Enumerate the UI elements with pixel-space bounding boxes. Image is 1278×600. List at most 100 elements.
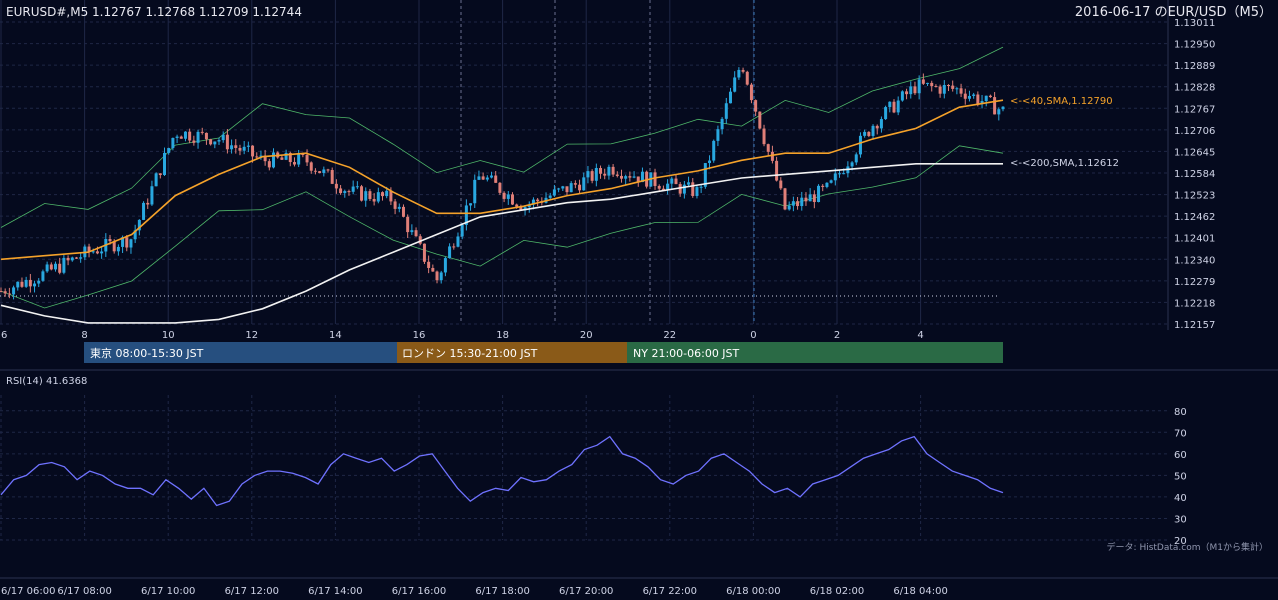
candle-body — [624, 176, 628, 179]
candle-body — [632, 176, 636, 178]
candle-body — [758, 111, 762, 129]
candle-body — [666, 183, 670, 191]
price-tick-label: 1.12157 — [1174, 320, 1215, 331]
candle-body — [292, 162, 296, 165]
candle-body — [334, 183, 338, 189]
candle-body — [636, 176, 640, 183]
candle-body — [515, 204, 519, 207]
candle-body — [506, 194, 510, 199]
candle-body — [322, 169, 326, 173]
candle-body — [481, 176, 485, 180]
candle-body — [674, 178, 678, 185]
candle-body — [431, 267, 435, 272]
time-tick-label: 6/18 02:00 — [810, 586, 864, 597]
candle-body — [800, 197, 804, 207]
candle-body — [469, 203, 473, 206]
candle-body — [582, 177, 586, 191]
candle-body — [158, 173, 162, 176]
candle-body — [930, 82, 934, 87]
sma-series-line — [0, 163, 1003, 324]
candle-body — [485, 177, 489, 180]
candle-body — [204, 132, 208, 140]
candle-body — [825, 182, 829, 187]
candle-body — [867, 131, 871, 136]
candle-body — [628, 176, 632, 178]
candle-body — [100, 251, 104, 254]
candle-body — [183, 131, 187, 139]
candle-body — [791, 201, 795, 206]
candle-body — [569, 183, 573, 193]
candle-body — [443, 258, 447, 273]
candle-body — [510, 194, 514, 205]
candle-body — [355, 186, 359, 188]
rsi-tick-label: 60 — [1174, 450, 1187, 461]
candle-body — [28, 279, 32, 287]
candle-body — [1001, 106, 1005, 110]
symbol-quote: EURUSD#,M5 1.12767 1.12768 1.12709 1.127… — [6, 5, 302, 19]
candle-body — [313, 170, 317, 172]
session-tokyo-bar — [84, 342, 397, 363]
candle-body — [796, 201, 800, 207]
candle-body — [318, 171, 322, 173]
candle-body — [762, 128, 766, 145]
hour-tick-label: 0 — [750, 330, 756, 341]
time-tick-label: 6/17 10:00 — [141, 586, 195, 597]
candle-body — [607, 166, 611, 176]
grid-lines — [0, 0, 1278, 579]
candle-body — [33, 283, 37, 287]
candle-body — [351, 186, 355, 192]
price-tick-label: 1.12828 — [1174, 83, 1215, 94]
candle-body — [37, 280, 41, 284]
candle-body — [770, 151, 774, 161]
candle-body — [783, 188, 787, 210]
time-tick-label: 6/17 12:00 — [225, 586, 279, 597]
candle-body — [821, 185, 825, 187]
time-tick-label: 6/17 08:00 — [57, 586, 111, 597]
candle-body — [745, 71, 749, 85]
candle-body — [993, 97, 997, 115]
candle-body — [858, 135, 862, 155]
rsi-line — [0, 435, 1004, 507]
session-london-bar — [397, 342, 627, 363]
hour-tick-label: 22 — [663, 330, 676, 341]
candle-body — [905, 91, 909, 95]
candle-body — [615, 174, 619, 176]
candle-body — [251, 145, 255, 157]
candle-body — [234, 145, 238, 148]
candle-body — [284, 152, 288, 160]
price-tick-label: 1.12584 — [1174, 169, 1215, 180]
candle-body — [808, 194, 812, 202]
time-tick-label: 6/17 20:00 — [559, 586, 613, 597]
candle-body — [599, 167, 603, 174]
price-tick-label: 1.12340 — [1174, 255, 1215, 266]
candle-body — [884, 107, 888, 120]
price-tick-label: 1.12523 — [1174, 191, 1215, 202]
price-tick-label: 1.12645 — [1174, 147, 1215, 158]
candle-body — [875, 125, 879, 129]
candle-body — [594, 167, 598, 181]
time-tick-label: 6/17 06:00 — [1, 586, 55, 597]
candle-body — [79, 257, 83, 259]
candle-body — [163, 152, 167, 176]
time-tick-label: 6/18 00:00 — [726, 586, 780, 597]
candle-body — [242, 146, 246, 151]
candle-body — [464, 205, 468, 225]
candle-body — [670, 178, 674, 184]
candle-body — [527, 204, 531, 208]
candle-body — [892, 101, 896, 113]
candle-body — [959, 88, 963, 94]
hour-tick-label: 14 — [329, 330, 342, 341]
candle-body — [54, 263, 58, 270]
candle-body — [66, 257, 70, 261]
time-tick-label: 6/17 14:00 — [308, 586, 362, 597]
candle-body — [502, 192, 506, 199]
chart-title: 2016-06-17 のEUR/USD（M5） — [1075, 5, 1272, 20]
candle-body — [406, 216, 410, 233]
candle-body — [460, 224, 464, 237]
candle-body — [938, 86, 942, 94]
candle-body — [603, 173, 607, 176]
candle-body — [980, 101, 984, 104]
candle-body — [804, 197, 808, 202]
candle-body — [557, 188, 561, 190]
candle-body — [661, 188, 665, 191]
